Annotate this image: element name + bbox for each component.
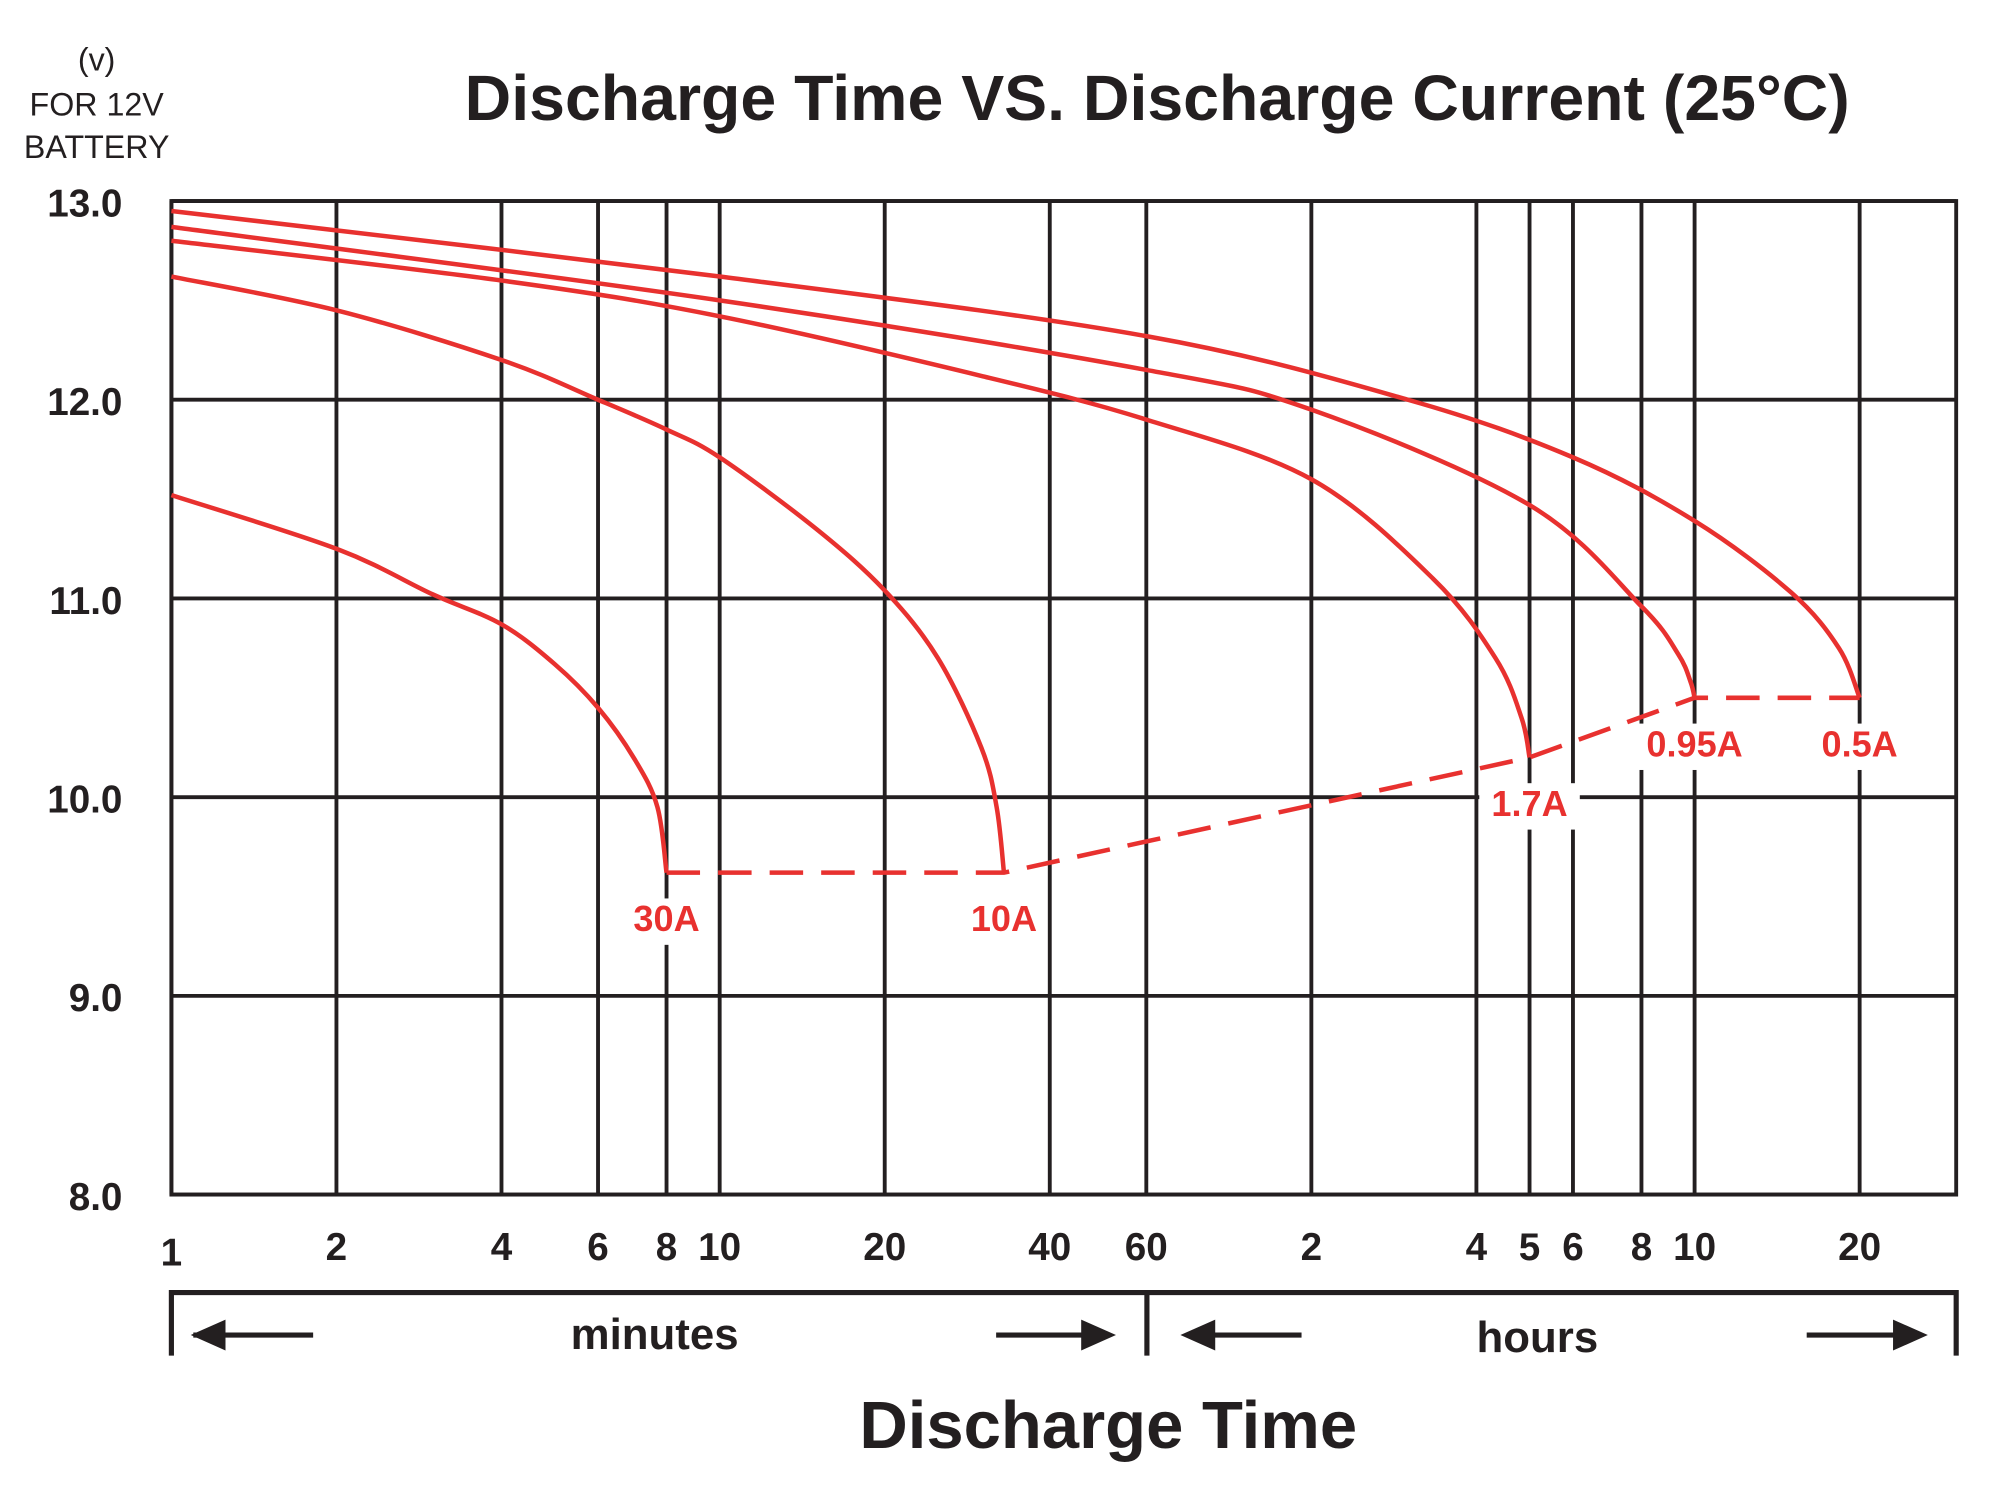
y-tick-label: 10.0 [47, 779, 122, 822]
label-background [627, 898, 706, 945]
bracket [168, 1289, 1959, 1356]
x-tick-label: 4 [491, 1226, 513, 1269]
y-tick-label: 8.0 [69, 1176, 123, 1219]
x-tick-label: 8 [1631, 1226, 1653, 1269]
y-tick-label: 9.0 [69, 977, 123, 1020]
x-tick-label: 5 [1519, 1226, 1541, 1269]
x-tick-label: 2 [1301, 1226, 1323, 1269]
series-line [170, 492, 669, 873]
x-tick-label: 10 [698, 1226, 741, 1269]
x-tick-label: 6 [587, 1226, 609, 1269]
x-tick-label: 4 [1466, 1226, 1488, 1269]
series-label: 30A [633, 898, 699, 939]
series-label: 0.95A [1646, 723, 1742, 764]
x-tick-label: 60 [1125, 1226, 1168, 1269]
y-tick-label: 13.0 [47, 182, 122, 225]
label-background [1809, 723, 1910, 770]
label-background [964, 898, 1044, 945]
y-tick-label: 11.0 [49, 580, 122, 623]
x-tick-label: 20 [863, 1226, 906, 1269]
series-label: 0.5A [1822, 723, 1898, 764]
x-tick-label: 10 [1673, 1226, 1716, 1269]
x-tick-label: 8 [656, 1226, 677, 1269]
x-axis-label: Discharge Time [859, 1388, 1357, 1463]
x-group-label: minutes [571, 1310, 739, 1359]
chart-title: Discharge Time VS. Discharge Current (25… [465, 62, 1850, 134]
x-tick-label: 2 [326, 1226, 347, 1269]
series-line [170, 274, 1007, 873]
y-tick-label: 12.0 [47, 381, 122, 424]
x-tick-label: 40 [1028, 1226, 1071, 1269]
x-group-label: hours [1477, 1313, 1599, 1362]
x-tick-label: 20 [1838, 1226, 1881, 1269]
series-label: 10A [971, 898, 1037, 939]
x-tick-label: 6 [1562, 1226, 1583, 1269]
cutoff-line [666, 695, 1860, 875]
y-axis-label: (v) [78, 41, 116, 77]
label-background [1633, 723, 1756, 770]
series-line [171, 208, 1862, 699]
plot-frame [169, 199, 1959, 1197]
arrowheads [190, 1319, 1928, 1351]
series-line [171, 238, 1532, 758]
series-line [171, 224, 1697, 699]
y-axis-label: FOR 12V [30, 86, 165, 122]
label-background [1479, 783, 1580, 830]
x-tick-label: 1 [161, 1231, 182, 1274]
y-axis-label: BATTERY [24, 129, 170, 165]
series-label: 1.7A [1491, 783, 1567, 824]
